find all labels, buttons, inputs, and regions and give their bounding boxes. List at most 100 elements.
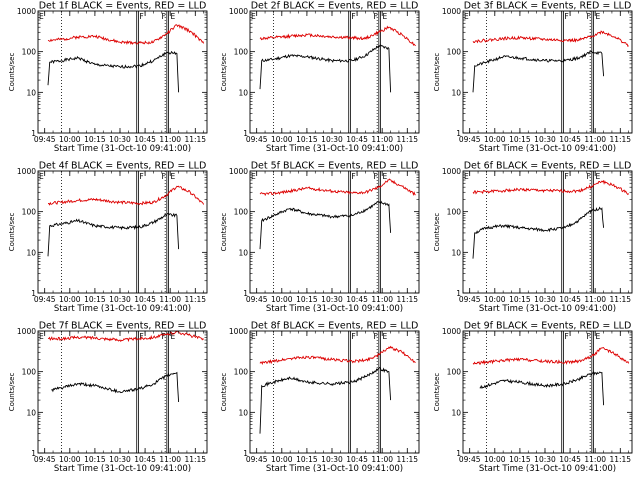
panel-title: Det 1f BLACK = Events, RED = LLD: [39, 1, 207, 12]
y-tick-label: 1: [456, 289, 461, 298]
lld-series-line: [472, 30, 629, 48]
plot-frame: [462, 170, 633, 294]
y-axis-label: Counts/sec: [220, 373, 228, 412]
x-tick-label: 11:00: [371, 455, 393, 464]
x-tick-label: 11:00: [584, 455, 606, 464]
y-tick-label: 10: [238, 248, 248, 257]
x-tick-label: 10:00: [484, 295, 506, 304]
x-axis-label: Start Time (31-Oct-10 09:41:00): [479, 464, 616, 474]
marker-label: E: [251, 172, 256, 181]
y-tick-label: 10: [451, 408, 461, 417]
x-tick-label: 10:30: [109, 295, 131, 304]
panel-title: Det 2f BLACK = Events, RED = LLD: [251, 1, 419, 12]
x-tick-label: 10:00: [271, 135, 293, 144]
marker-label: E: [171, 332, 176, 341]
marker-label: E: [39, 172, 44, 181]
marker-label: F: [374, 332, 378, 341]
marker-label: E: [39, 12, 44, 21]
y-tick-label: 10: [238, 88, 248, 97]
y-tick-label: 1: [456, 449, 461, 458]
marker-label: F: [587, 12, 591, 21]
panel-title: Det 8f BLACK = Events, RED = LLD: [251, 321, 419, 332]
events-series-line: [51, 371, 180, 403]
events-series-line: [47, 212, 180, 257]
y-tick-label: 1000: [229, 167, 248, 176]
plot-frame: [37, 10, 208, 134]
y-tick-label: 1: [243, 449, 248, 458]
x-axis-label: Start Time (31-Oct-10 09:41:00): [266, 144, 403, 154]
x-tick-label: 10:45: [134, 455, 156, 464]
x-axis-label: Start Time (31-Oct-10 09:41:00): [479, 144, 616, 154]
y-axis-label: Counts/sec: [433, 53, 441, 92]
x-tick-label: 11:00: [584, 135, 606, 144]
y-axis-label: Counts/sec: [220, 53, 228, 92]
x-tick-label: 10:45: [134, 295, 156, 304]
panel-title: Det 4f BLACK = Events, RED = LLD: [39, 161, 207, 172]
marker-label: F: [564, 12, 568, 21]
lld-series-line: [47, 24, 205, 46]
x-axis-label: Start Time (31-Oct-10 09:41:00): [266, 304, 403, 314]
y-tick-label: 10: [26, 248, 36, 257]
marker-label: F: [351, 172, 355, 181]
y-tick-label: 1000: [442, 327, 461, 336]
x-tick-label: 10:30: [534, 295, 556, 304]
y-tick-label: 10: [451, 88, 461, 97]
y-tick-label: 100: [22, 368, 37, 377]
panel-title: Det 5f BLACK = Events, RED = LLD: [251, 161, 419, 172]
y-axis-label: Counts/sec: [220, 213, 228, 252]
y-tick-label: 1000: [442, 7, 461, 16]
x-tick-label: 10:15: [509, 135, 531, 144]
y-axis-label: Counts/sec: [433, 373, 441, 412]
y-tick-label: 1: [456, 129, 461, 138]
x-tick-label: 11:00: [371, 295, 393, 304]
x-tick-label: 09:45: [34, 455, 56, 464]
y-tick-label: 100: [22, 208, 37, 217]
x-tick-label: 10:00: [59, 455, 81, 464]
marker-label: F: [139, 332, 143, 341]
x-tick-label: 11:00: [159, 455, 181, 464]
x-tick-label: 10:45: [346, 455, 368, 464]
x-tick-label: 10:30: [534, 135, 556, 144]
x-tick-label: 10:30: [109, 455, 131, 464]
y-tick-label: 1: [31, 129, 36, 138]
plot-frame: [249, 10, 420, 134]
marker-label: F: [139, 172, 143, 181]
lld-series-line: [259, 25, 416, 47]
marker-label: F: [564, 332, 568, 341]
y-tick-label: 1000: [17, 7, 36, 16]
lld-series-line: [47, 330, 204, 343]
marker-label: E: [251, 12, 256, 21]
x-tick-label: 10:45: [559, 135, 581, 144]
y-tick-label: 100: [447, 368, 462, 377]
x-axis-label: Start Time (31-Oct-10 09:41:00): [54, 144, 191, 154]
y-tick-label: 10: [451, 248, 461, 257]
y-tick-label: 1: [31, 289, 36, 298]
x-tick-label: 10:15: [84, 295, 106, 304]
x-tick-label: 10:15: [509, 455, 531, 464]
marker-label: F: [587, 332, 591, 341]
x-axis-label: Start Time (31-Oct-10 09:41:00): [479, 304, 616, 314]
x-tick-label: 10:00: [271, 295, 293, 304]
marker-label: F: [351, 332, 355, 341]
marker-label: F: [374, 12, 378, 21]
marker-label: E: [251, 332, 256, 341]
x-tick-label: 11:00: [159, 135, 181, 144]
events-series-line: [259, 200, 392, 250]
plot-frame: [37, 170, 208, 294]
x-tick-label: 10:00: [59, 135, 81, 144]
marker-label: E: [171, 172, 176, 181]
x-tick-label: 10:00: [271, 455, 293, 464]
y-tick-label: 100: [447, 208, 462, 217]
marker-label: E: [464, 12, 469, 21]
events-series-line: [472, 50, 605, 93]
lld-series-line: [472, 346, 630, 366]
y-tick-label: 100: [22, 48, 37, 57]
y-tick-label: 1000: [17, 327, 36, 336]
